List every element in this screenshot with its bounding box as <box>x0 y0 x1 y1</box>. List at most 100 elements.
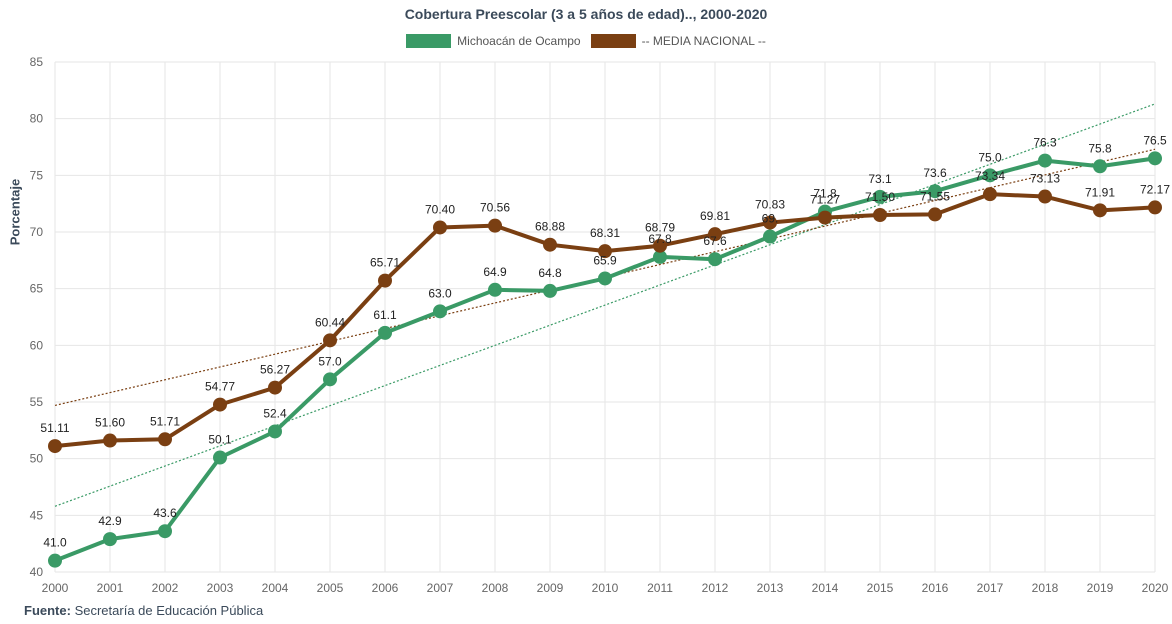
x-tick-label: 2019 <box>1087 581 1114 595</box>
x-tick-label: 2007 <box>427 581 454 595</box>
data-point-michoacan <box>598 271 612 286</box>
data-label-nacional: 51.60 <box>95 416 125 430</box>
data-point-nacional <box>1093 203 1107 218</box>
data-point-nacional <box>488 218 502 233</box>
trendline-michoacan <box>54 103 1156 507</box>
x-tick-label: 2006 <box>372 581 399 595</box>
data-label-michoacan: 50.1 <box>208 433 232 447</box>
line-chart: 40 45 50 55 60 65 70 75 80 85 2000 2001 2002 2003 2004… <box>30 55 1171 595</box>
legend-label-michoacan: Michoacán de Ocampo <box>457 34 581 48</box>
data-point-michoacan <box>763 229 777 244</box>
data-label-nacional: 71.55 <box>920 189 950 203</box>
data-point-nacional <box>928 207 942 222</box>
data-label-michoacan: 69. <box>762 212 779 226</box>
data-point-nacional <box>543 237 557 252</box>
data-label-michoacan: 64.9 <box>483 265 507 279</box>
data-point-nacional <box>158 432 172 447</box>
data-label-nacional: 54.77 <box>205 380 235 394</box>
data-label-nacional: 73.34 <box>975 169 1005 183</box>
data-point-nacional <box>268 380 282 395</box>
data-point-michoacan <box>708 252 722 267</box>
data-label-nacional: 60.44 <box>315 315 345 329</box>
data-label-nacional: 71.50 <box>865 190 895 204</box>
data-label-michoacan: 71.8 <box>813 187 837 201</box>
data-label-michoacan: 52.4 <box>263 406 287 420</box>
data-point-michoacan <box>1093 159 1107 174</box>
y-tick-label: 80 <box>30 112 44 126</box>
x-tick-label: 2008 <box>482 581 509 595</box>
data-label-nacional: 69.81 <box>700 209 730 223</box>
data-point-michoacan <box>433 304 447 319</box>
x-tick-label: 2003 <box>207 581 234 595</box>
data-label-nacional: 65.71 <box>370 256 400 270</box>
x-tick-label: 2020 <box>1142 581 1169 595</box>
data-point-nacional <box>213 397 227 412</box>
x-tick-label: 2005 <box>317 581 344 595</box>
x-tick-label: 2016 <box>922 581 949 595</box>
legend-label-nacional: -- MEDIA NACIONAL -- <box>641 34 766 48</box>
data-point-nacional <box>653 238 667 253</box>
data-label-nacional: 68.79 <box>645 221 675 235</box>
data-label-michoacan: 61.1 <box>373 308 397 322</box>
data-label-michoacan: 75.0 <box>978 150 1002 164</box>
y-tick-label: 75 <box>30 168 44 182</box>
x-tick-label: 2018 <box>1032 581 1059 595</box>
y-tick-label: 55 <box>30 395 44 409</box>
data-point-nacional <box>873 208 887 222</box>
data-point-michoacan <box>48 553 62 568</box>
x-tick-label: 2015 <box>867 581 894 595</box>
data-label-michoacan: 67.8 <box>648 232 672 246</box>
data-label-nacional: 71.27 <box>810 193 840 207</box>
y-tick-label: 40 <box>30 565 44 579</box>
data-point-michoacan <box>653 249 667 264</box>
data-label-nacional: 71.91 <box>1085 185 1115 199</box>
data-point-michoacan <box>103 532 117 547</box>
data-label-nacional: 70.83 <box>755 198 785 212</box>
data-label-michoacan: 43.6 <box>153 506 177 520</box>
data-point-michoacan <box>543 283 557 298</box>
data-point-michoacan <box>1148 151 1162 166</box>
x-tick-label: 2002 <box>152 581 179 595</box>
source-footer: Fuente: Secretaría de Educación Pública <box>24 603 263 618</box>
x-tick-label: 2010 <box>592 581 619 595</box>
data-point-michoacan <box>158 524 172 539</box>
data-point-nacional <box>983 187 997 202</box>
data-label-nacional: 72.17 <box>1140 182 1170 196</box>
data-label-michoacan: 57.0 <box>318 354 342 368</box>
data-label-michoacan: 41.0 <box>43 536 67 550</box>
data-point-michoacan <box>983 168 997 183</box>
data-point-nacional <box>763 215 777 230</box>
data-point-michoacan <box>213 450 227 465</box>
data-label-nacional: 56.27 <box>260 363 290 377</box>
data-point-michoacan <box>323 372 337 387</box>
legend-item-michoacan[interactable]: Michoacán de Ocampo <box>406 34 581 48</box>
y-tick-label: 85 <box>30 55 44 69</box>
x-tick-label: 2013 <box>757 581 784 595</box>
data-label-nacional: 51.71 <box>150 414 180 428</box>
data-label-nacional: 73.13 <box>1030 172 1060 186</box>
data-point-nacional <box>378 273 392 288</box>
data-label-michoacan: 75.8 <box>1088 141 1112 155</box>
x-tick-label: 2017 <box>977 581 1004 595</box>
y-tick-label: 50 <box>30 452 44 466</box>
x-tick-label: 2014 <box>812 581 839 595</box>
y-tick-label: 60 <box>30 338 44 352</box>
chart-legend: Michoacán de Ocampo -- MEDIA NACIONAL -- <box>0 34 1172 48</box>
data-point-michoacan <box>873 189 887 204</box>
legend-item-nacional[interactable]: -- MEDIA NACIONAL -- <box>590 34 766 48</box>
data-label-nacional: 68.31 <box>590 226 620 240</box>
x-tick-label: 2012 <box>702 581 729 595</box>
data-point-michoacan <box>928 184 942 199</box>
chart-title: Cobertura Preescolar (3 a 5 años de edad… <box>404 6 768 22</box>
data-point-michoacan <box>1038 153 1052 168</box>
y-tick-label: 70 <box>30 225 44 239</box>
y-tick-label: 65 <box>30 282 44 296</box>
data-point-nacional <box>598 244 612 259</box>
data-point-nacional <box>323 333 337 348</box>
x-tick-label: 2009 <box>537 581 564 595</box>
data-label-michoacan: 64.8 <box>538 266 562 280</box>
source-footer-text: Secretaría de Educación Pública <box>74 603 264 618</box>
x-tick-label: 2004 <box>262 581 289 595</box>
data-label-michoacan: 73.1 <box>868 172 892 186</box>
data-label-michoacan: 76.5 <box>1143 133 1167 147</box>
